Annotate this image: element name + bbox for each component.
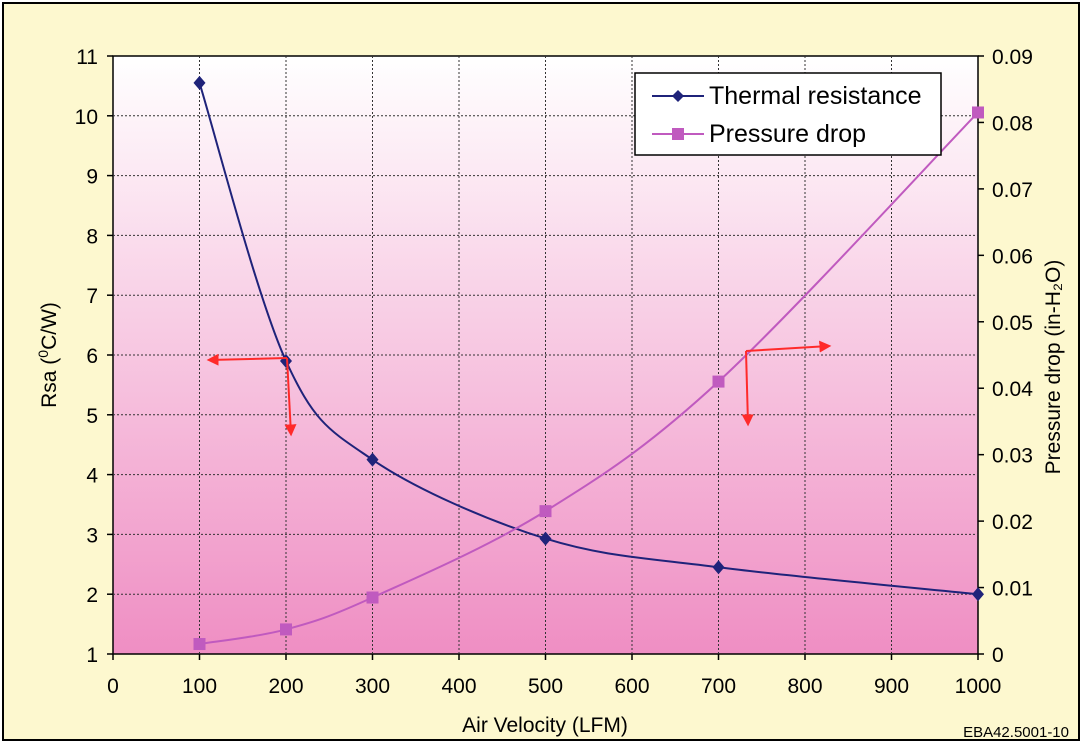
y-right-tick-label: 0.08 — [992, 112, 1033, 135]
y-left-tick-label: 10 — [75, 106, 98, 129]
thermal-resistance-point — [712, 560, 725, 575]
thermal-resistance-point — [193, 75, 206, 90]
thermal-resistance-point — [366, 452, 379, 467]
y-right-tick-label: 0.04 — [992, 378, 1033, 401]
y-right-tick-label: 0.02 — [992, 511, 1033, 534]
x-tick-labels: 0 100 200 300 400 500 600 700 800 900 1000 — [107, 675, 1001, 698]
y-left-tick-label: 5 — [86, 405, 98, 428]
chart-svg: 0 100 200 300 400 500 600 700 800 900 1000 1234567… — [35, 46, 1069, 741]
y-right-tick-label: 0.05 — [992, 312, 1033, 335]
x-tick-label: 400 — [441, 675, 476, 698]
x-tick-label: 900 — [874, 675, 909, 698]
y-left-axis-title: Rsa (0C/W) — [35, 302, 61, 408]
y-right-tick-label: 0.01 — [992, 578, 1033, 601]
x-tick-label: 800 — [787, 675, 822, 698]
pressure-arrow-right — [745, 340, 832, 353]
y-right-tick-label: 0.03 — [992, 445, 1033, 468]
pressure-drop-point — [193, 638, 206, 651]
pressure-drop-point — [539, 505, 552, 518]
legend-box — [634, 72, 942, 156]
y-right-tick-label: 0 — [992, 644, 1004, 667]
thermal-arrow-left — [206, 353, 288, 366]
y-right-axis-title: Pressure drop (in-H₂O) — [1042, 260, 1065, 475]
y-left-tick-label: 6 — [86, 345, 98, 368]
y-left-tick-label: 8 — [86, 225, 98, 248]
series-line-thermal-resistance — [198, 82, 979, 596]
y-right-tick-labels: 0 0.01 0.02 0.03 0.04 0.05 0.06 0.07 0.08 0.09 — [992, 46, 1033, 667]
legend-thermal-label: Thermal resistance — [709, 82, 922, 110]
y-left-tick-label: 4 — [86, 465, 98, 488]
y-right-tick-label: 0.07 — [992, 179, 1033, 202]
x-tick-label: 300 — [355, 675, 390, 698]
thermal-arrow-down — [284, 357, 297, 437]
x-tick-label: 700 — [701, 675, 736, 698]
tick-marks — [107, 55, 984, 660]
x-tick-label: 1000 — [955, 675, 1002, 698]
y-right-tick-label: 0.06 — [992, 245, 1033, 268]
legend: Thermal resistance Pressure drop — [634, 72, 942, 156]
axis-direction-arrows — [206, 340, 832, 437]
y-left-tick-labels: 1 2 3 4 5 6 7 8 9 10 11 — [75, 46, 99, 667]
x-axis-title: Air Velocity (LFM) — [462, 714, 628, 737]
x-tick-label: 600 — [614, 675, 649, 698]
y-right-tick-label: 0.09 — [992, 46, 1033, 69]
y-left-tick-label: 3 — [86, 524, 98, 547]
pressure-drop-point — [366, 591, 379, 604]
y-left-tick-label: 1 — [86, 644, 98, 667]
x-tick-label: 500 — [528, 675, 563, 698]
y-left-tick-label: 9 — [86, 166, 98, 189]
figure-code: EBA42.5001-10 — [963, 724, 1069, 741]
pressure-arrow-down — [741, 350, 754, 427]
pressure-drop-point — [280, 623, 292, 636]
legend-thermal-marker — [672, 90, 684, 102]
y-left-tick-label: 11 — [76, 46, 98, 69]
y-left-tick-label: 2 — [86, 584, 98, 607]
pressure-drop-point — [712, 375, 725, 388]
x-tick-label: 0 — [107, 675, 119, 698]
pressure-drop-point — [972, 106, 984, 119]
x-tick-label: 100 — [182, 675, 217, 698]
legend-pressure-marker — [672, 128, 684, 140]
legend-pressure-label: Pressure drop — [709, 120, 866, 148]
thermal-resistance-point — [972, 587, 984, 602]
y-left-tick-label: 7 — [86, 285, 98, 308]
x-tick-label: 200 — [268, 675, 303, 698]
thermal-resistance-point — [539, 531, 552, 546]
